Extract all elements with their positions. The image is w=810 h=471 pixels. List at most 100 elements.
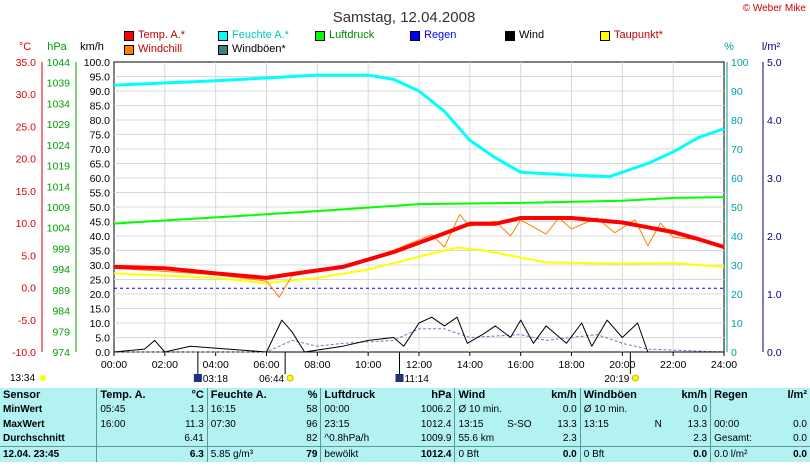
legend-label: Temp. A.* [138, 29, 186, 41]
humidity-tick-label: 90 [731, 86, 743, 98]
speed-tick-label: 20.0 [90, 289, 111, 301]
pressure-tick-label: 1024 [47, 140, 71, 152]
legend-swatch [218, 45, 228, 55]
legend-swatch [124, 31, 134, 41]
sun-event-label: 06:44 [259, 374, 284, 385]
pressure-tick-label: 1034 [47, 98, 71, 110]
pressure-tick-label: 994 [52, 264, 70, 276]
pressure-tick-label: 989 [52, 285, 70, 297]
time-tick-label: 10:00 [355, 359, 381, 371]
speed-tick-label: 90.0 [90, 86, 111, 98]
pressure-tick-label: 979 [52, 326, 70, 338]
radiation-tick-label: 2.0 [767, 231, 782, 243]
wind-time: 13:15 [458, 418, 484, 430]
abs-humidity: 5.85 g/m³ [206, 446, 296, 462]
hdr-gust-unit: km/h [681, 389, 708, 402]
speed-tick-label: 25.0 [90, 275, 111, 287]
hum-time: 07:30 [206, 417, 296, 432]
legend-label: Luftdruck [329, 29, 375, 41]
temp-time [96, 446, 171, 462]
legend-label: Wind [519, 29, 545, 41]
speed-tick-label: 45.0 [90, 217, 111, 229]
legend-label: Feuchte A.* [232, 29, 289, 41]
radiation-tick-label: 4.0 [767, 115, 782, 127]
time-tick-label: 24:00 [711, 359, 737, 371]
gust-label: 13:15 N [579, 417, 665, 432]
pressure-tick-label: 974 [52, 347, 70, 359]
legend-swatch [505, 31, 515, 41]
temp-value: 11.3 [185, 418, 204, 430]
humidity-tick-label: 100 [731, 57, 749, 69]
hdr-hum-unit: % [307, 389, 318, 402]
pressure-tick-label: 1044 [47, 57, 71, 69]
series-taupunkt-line [113, 246, 725, 284]
legend-label: Taupunkt* [614, 29, 663, 41]
humidity-tick-label: 30 [731, 260, 743, 272]
speed-tick-label: 65.0 [90, 159, 111, 171]
temp-value: 1.3 [189, 404, 204, 416]
pressure-tick-label: 1004 [47, 223, 71, 235]
pressure-tick-label: 1014 [47, 181, 71, 193]
gust-label [579, 431, 665, 447]
axis-ticks: 35.0 30.0 25.0 20.0 15.0 10.0 5.0 0.0 -5.0 -10.0 1… [12, 57, 782, 371]
time-tick-label: 16:00 [508, 359, 534, 371]
time-tick-label: 06:00 [253, 359, 279, 371]
series-tempa-line [113, 216, 725, 280]
row-label: MinWert [3, 404, 43, 416]
hdr-wind-unit: km/h [551, 389, 577, 402]
rain-value: 0.0 [773, 446, 810, 462]
press-value: 1012.4 [420, 418, 452, 430]
speed-tick-label: 85.0 [90, 101, 111, 113]
wind-value: 0.0 [562, 404, 577, 416]
time-tick-label: 00:00 [101, 359, 127, 371]
sun-icon [631, 374, 639, 382]
wind-bft: 0 Bft [454, 446, 535, 462]
series-feuchtea-line [113, 73, 725, 179]
rain-today: 0.0 l/m² [710, 446, 774, 462]
speed-tick-label: 70.0 [90, 144, 111, 156]
temp-tick-label: -10.0 [12, 347, 36, 359]
gust-direction: N [654, 418, 662, 430]
legend-label: Regen [424, 29, 457, 41]
legend-label: Windchill [138, 43, 183, 55]
speed-tick-label: 30.0 [90, 260, 111, 272]
temp-tick-label: 0.0 [21, 283, 36, 295]
temp-time: 16:00 [96, 417, 171, 432]
radiation-tick-label: 1.0 [767, 289, 782, 301]
rain-label: Gesamt: [710, 431, 774, 447]
wind-direction: S-SO [507, 418, 532, 430]
sun-event-label: 20:19 [604, 374, 629, 385]
humidity-unit-label: % [724, 41, 734, 53]
speed-tick-label: 95.0 [90, 72, 111, 84]
temp-value: 6.41 [184, 433, 204, 445]
moon-icon [395, 374, 404, 382]
time-tick-label: 04:00 [203, 359, 229, 371]
hum-value: 96 [306, 418, 318, 430]
update-time: 13:34 [10, 373, 35, 384]
speed-tick-label: 10.0 [90, 318, 111, 330]
pressure-tick-label: 1019 [47, 161, 71, 173]
hdr-temp: Temp. A. [96, 388, 171, 403]
hum-value: 79 [295, 446, 321, 462]
legend-swatch [218, 31, 228, 41]
stats-row-max: MaxWert 16:00 11.3 07:30 96 23:15 1012.4… [0, 417, 810, 432]
hdr-temp-unit: °C [191, 389, 204, 402]
rain-label [710, 402, 774, 417]
humidity-tick-label: 80 [731, 115, 743, 127]
chart-title: Samstag, 12.04.2008 [333, 9, 476, 26]
humidity-tick-label: 20 [731, 289, 743, 301]
moon-icon [193, 374, 202, 382]
wind-distance: 55.6 km [454, 431, 535, 447]
temp-tick-label: 30.0 [16, 89, 37, 101]
speed-tick-label: 100.0 [84, 57, 110, 69]
speed-tick-label: 60.0 [90, 173, 111, 185]
hdr-hum: Feuchte A. [206, 388, 296, 403]
humidity-tick-label: 0 [731, 347, 737, 359]
gust-value: 2.3 [693, 433, 708, 445]
time-tick-label: 18:00 [558, 359, 584, 371]
gust-value: 0.0 [693, 404, 708, 416]
gust-value: 0.0 [664, 446, 711, 462]
press-trend: ^0.8hPa/h [320, 431, 403, 447]
sun-icon [286, 374, 294, 382]
stats-row-avg: Durchschnitt 6.41 82 ^0.8hPa/h 1009.9 55… [0, 431, 810, 447]
